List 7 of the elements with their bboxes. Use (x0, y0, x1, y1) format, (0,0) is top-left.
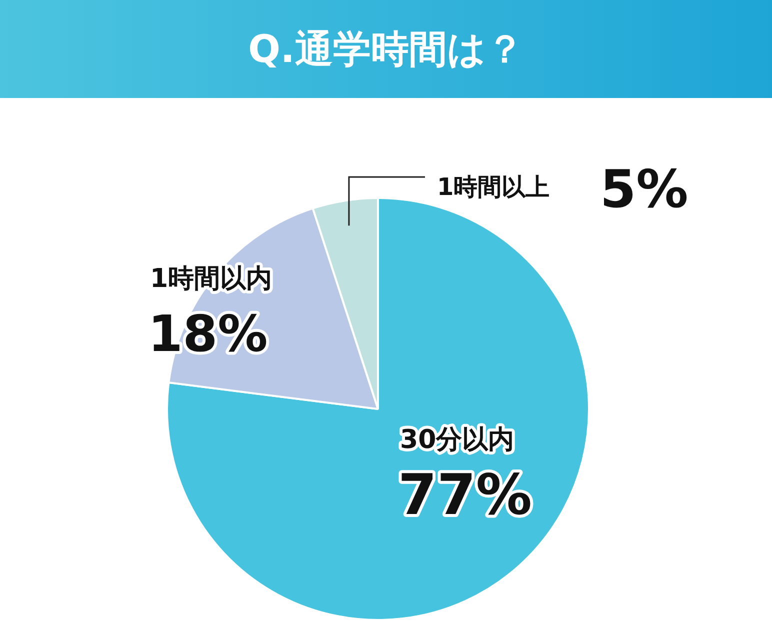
slice-label: 1時間以上 (437, 173, 550, 201)
chart-title: Q.通学時間は？ (248, 26, 524, 72)
data-label: 5% (600, 160, 688, 220)
slice-label: 30分以内 (400, 425, 514, 455)
data-label: 77% (398, 463, 532, 528)
data-label: 18% (148, 305, 268, 363)
slice-label: 1時間以内 (150, 264, 272, 294)
